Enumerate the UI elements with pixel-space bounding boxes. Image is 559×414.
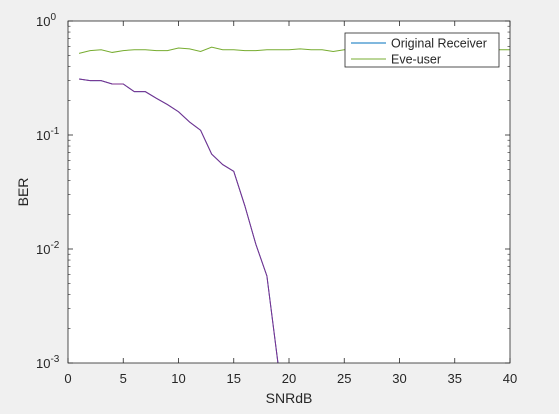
legend-entry-label: Eve-user — [391, 53, 441, 67]
x-axis-label: SNRdB — [266, 390, 313, 406]
x-tick-label: 0 — [64, 371, 71, 386]
x-tick-label: 25 — [337, 371, 351, 386]
series-line-overlay-2 — [78, 78, 279, 364]
x-tick-label: 20 — [282, 371, 296, 386]
ticks-layer: 0 5 10 15 20 25 30 35 40 10-3 10-2 10-1 100 — [36, 12, 517, 386]
plot-area-background — [68, 21, 510, 363]
y-tick-label: 10-3 — [36, 354, 60, 371]
legend: Original Receiver Eve-user — [344, 32, 500, 68]
y-tick-label: 10-1 — [36, 126, 60, 143]
x-tick-label: 5 — [120, 371, 127, 386]
x-tick-label: 10 — [171, 371, 185, 386]
y-tick-label: 100 — [36, 12, 56, 29]
x-tick-label: 40 — [503, 371, 517, 386]
legend-entry-label: Original Receiver — [391, 37, 487, 51]
x-tick-label: 35 — [448, 371, 462, 386]
y-axis-label: BER — [15, 178, 31, 207]
legend-box — [344, 32, 500, 68]
x-tick-label: 15 — [227, 371, 241, 386]
y-tick-label: 10-2 — [36, 240, 60, 257]
x-tick-label: 30 — [392, 371, 406, 386]
